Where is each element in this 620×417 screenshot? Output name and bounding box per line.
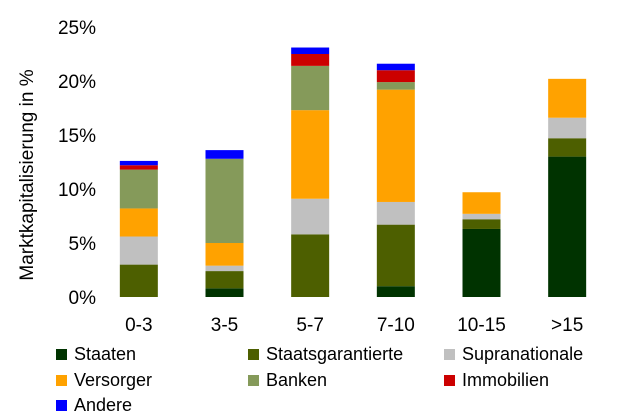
bar-segment xyxy=(376,286,415,297)
bar-segment xyxy=(205,243,244,266)
bar-segment xyxy=(462,228,501,297)
x-tick-label: >15 xyxy=(551,315,583,336)
bar-segment xyxy=(291,54,330,66)
y-tick-labels: 0% 5% 10% 15% 20% 25% xyxy=(58,18,96,309)
legend-label-andere: Andere xyxy=(74,394,133,415)
legend-item-andere: Andere xyxy=(56,393,132,417)
bar-segment xyxy=(291,234,330,297)
legend-label-supranationale: Supranationale xyxy=(462,343,584,364)
x-tick-label: 7-10 xyxy=(377,315,415,336)
legend-swatch-immobilien xyxy=(444,374,455,386)
bar-segment xyxy=(205,158,244,243)
x-tick-labels: 0-3 3-5 5-7 7-10 10-15 >15 xyxy=(125,315,583,336)
legend-label-immobilien: Immobilien xyxy=(462,369,550,390)
legend-item-staatsgarantierte: Staatsgarantierte xyxy=(248,342,403,366)
legend-label-staatsgarantierte: Staatsgarantierte xyxy=(266,343,404,364)
bar-segment xyxy=(119,264,158,297)
legend-swatch-banken xyxy=(248,374,259,386)
y-tick-label: 10% xyxy=(58,180,96,201)
legend-item-banken: Banken xyxy=(248,368,327,392)
legend-item-immobilien: Immobilien xyxy=(444,368,549,392)
bar-segment xyxy=(376,63,415,71)
bar-segment xyxy=(462,219,501,229)
bar-segment xyxy=(548,117,587,139)
bar-segment xyxy=(376,201,415,225)
bar-group xyxy=(119,47,587,297)
bar-segment xyxy=(376,70,415,83)
bar-segment xyxy=(291,47,330,54)
bar-segment xyxy=(205,271,244,289)
legend-swatch-staaten xyxy=(56,348,67,360)
y-tick-label: 20% xyxy=(58,72,96,93)
bar-segment xyxy=(291,65,330,111)
bar-segment xyxy=(205,288,244,297)
legend-swatch-supranationale xyxy=(444,348,455,360)
bar-segment xyxy=(462,213,501,220)
bar-segment xyxy=(291,198,330,235)
legend: Staaten Staatsgarantierte Supranationale… xyxy=(0,340,620,417)
bar-segment xyxy=(119,208,158,237)
y-tick-label: 15% xyxy=(58,126,96,147)
bar-segment xyxy=(119,165,158,170)
bar-segment xyxy=(205,150,244,159)
x-tick-label: 0-3 xyxy=(125,315,152,336)
legend-swatch-versorger xyxy=(56,374,67,386)
y-tick-label: 25% xyxy=(58,18,96,39)
bar-segment xyxy=(548,156,587,297)
x-tick-label: 5-7 xyxy=(296,315,323,336)
bar-segment xyxy=(376,224,415,287)
bar-segment xyxy=(548,138,587,157)
y-tick-label: 5% xyxy=(69,234,97,255)
legend-swatch-andere xyxy=(56,399,67,411)
bar-segment xyxy=(462,192,501,214)
legend-item-versorger: Versorger xyxy=(56,368,152,392)
bar-segment xyxy=(119,160,158,166)
bar-segment xyxy=(205,265,244,272)
bar-segment xyxy=(291,110,330,199)
legend-label-versorger: Versorger xyxy=(74,369,153,390)
bar-segment xyxy=(119,169,158,209)
legend-item-staaten: Staaten xyxy=(56,342,136,366)
legend-item-supranationale: Supranationale xyxy=(444,342,583,366)
x-tick-label: 10-15 xyxy=(457,315,506,336)
legend-swatch-staatsgarantierte xyxy=(248,348,259,360)
legend-label-banken: Banken xyxy=(266,369,328,390)
bar-segment xyxy=(376,82,415,90)
bar-segment xyxy=(119,236,158,265)
y-axis-label: Marktkapitalisierung in % xyxy=(17,69,38,280)
legend-label-staaten: Staaten xyxy=(74,343,137,364)
bar-segment xyxy=(376,89,415,202)
y-tick-label: 0% xyxy=(69,288,97,309)
x-tick-label: 3-5 xyxy=(211,315,238,336)
bar-segment xyxy=(548,78,587,118)
stacked-bar-chart: Marktkapitalisierung in % 0% 5% 10% 15% 20% 2… xyxy=(17,18,587,336)
